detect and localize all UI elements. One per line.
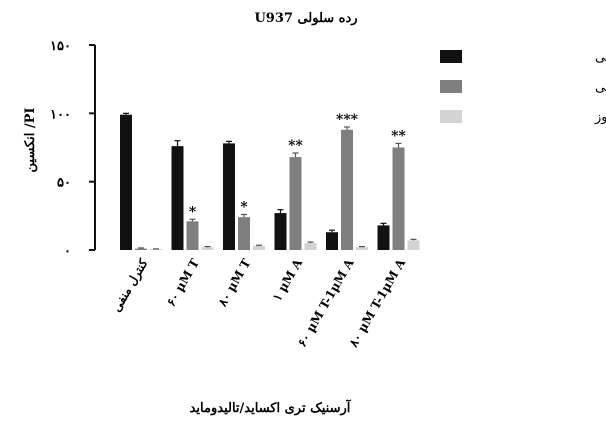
category-labels: کنترل منفی ۶۰ μM T ۸۰ μM T ۱ μM A۶۰ μM T-1μ…	[109, 256, 408, 350]
y-ticks: ۰ ۵۰ ۱۰۰ ۱۵۰	[50, 39, 95, 259]
category-label-group: ۶۰ μM T	[164, 256, 202, 308]
significance-label: *	[240, 199, 248, 215]
significance-label: **	[288, 138, 303, 154]
bar	[377, 225, 390, 250]
bar	[253, 245, 265, 250]
legend-swatch	[440, 80, 462, 93]
bar	[171, 146, 184, 250]
bar	[223, 143, 235, 250]
legend-swatch	[440, 50, 462, 63]
legend-swatch	[440, 110, 462, 123]
bar	[326, 232, 338, 250]
bar	[238, 217, 250, 250]
bar	[356, 247, 368, 250]
bar	[407, 240, 420, 250]
bar	[274, 213, 287, 250]
bar	[289, 157, 302, 250]
significance-label: *	[189, 204, 197, 220]
y-axis-title-group: PI/ انکسین	[23, 108, 38, 173]
y-tick-label: ۵۰	[57, 176, 71, 191]
significance-label: **	[391, 128, 406, 144]
bar	[120, 114, 132, 250]
bar	[135, 248, 147, 250]
category-label-group: ۸۰ μM T	[215, 256, 254, 309]
category-label-group: ۶۰ μM T-1μM A	[295, 256, 357, 349]
category-label-group: ۱ μM A	[270, 256, 306, 304]
y-tick-label: ۱۰۰	[50, 107, 71, 122]
y-tick-label: ۱۵۰	[50, 39, 71, 54]
category-label: کنترل منفی	[109, 256, 151, 314]
legend-label: بقاء سلولی	[595, 50, 606, 65]
bar	[201, 247, 214, 250]
category-label: ۶۰ μM T	[164, 256, 202, 308]
category-label-group: کنترل منفی	[109, 256, 151, 314]
category-label: ۶۰ μM T-1μM A	[295, 256, 357, 349]
bars: * ********	[120, 112, 420, 250]
category-label: ۸۰ μM T-1μM A	[346, 256, 409, 350]
chart-title: رده سلولی U937	[254, 11, 357, 26]
bar	[304, 243, 317, 250]
y-tick-label: ۰	[64, 244, 71, 259]
x-axis-label: آرسنیک تری اکساید/تالیدوماید	[190, 399, 352, 416]
category-label: ۱ μM A	[270, 256, 306, 304]
legend-label: نکروز	[594, 110, 606, 125]
bar	[392, 147, 405, 250]
significance-label: ***	[336, 112, 359, 128]
category-label-group: ۸۰ μM T-1μM A	[346, 256, 409, 350]
bar	[341, 129, 353, 250]
y-axis-label: PI/ انکسین	[23, 108, 38, 173]
category-label: ۸۰ μM T	[215, 256, 254, 309]
legend-label: آپاپتوز سلولی	[595, 78, 606, 95]
legend: بقاء سلولی آپاپتوز سلولی نکروز	[440, 50, 606, 125]
bar	[186, 221, 199, 250]
